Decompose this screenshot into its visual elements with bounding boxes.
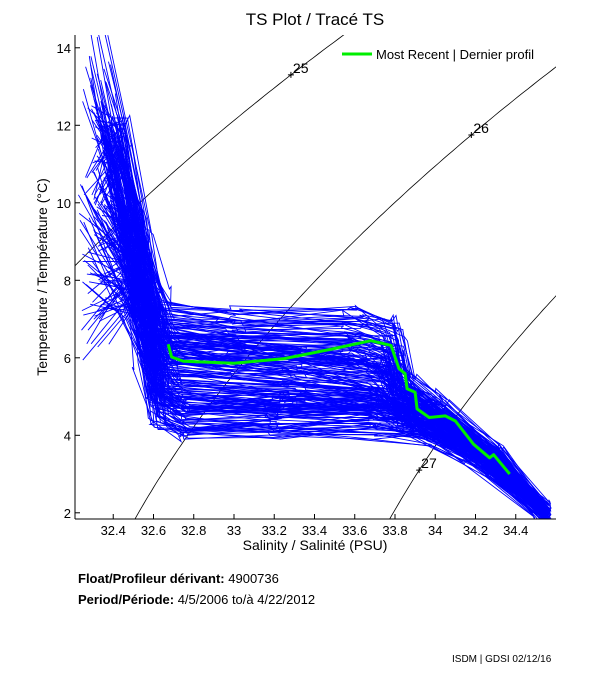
y-tick-label: 4: [64, 428, 71, 443]
x-tick-label: 34.2: [463, 523, 488, 538]
x-ticks: 32.4 32.6 32.8 33 33.2 33.4 33.6 33.8 34 34.2 34.4: [101, 514, 528, 538]
legend-label: Most Recent | Dernier profil: [376, 47, 534, 62]
float-info: Float/Profileur dérivant: 4900736: [78, 571, 279, 586]
most-recent-profile-line: [166, 339, 511, 475]
contour-label: 26: [473, 120, 489, 136]
chart-title: TS Plot / Tracé TS: [246, 10, 385, 29]
profile-line: [85, 133, 550, 517]
y-tick-label: 10: [57, 196, 71, 211]
density-contours: [75, 35, 556, 519]
density-contour-line: [75, 35, 345, 267]
y-tick-label: 2: [64, 506, 71, 521]
profile-line: [94, 300, 541, 515]
profile-line: [107, 35, 547, 509]
profile-line: [96, 36, 549, 509]
contour-label-marker: [468, 131, 475, 138]
density-contour-line: [134, 66, 556, 519]
contour-label-marker: [287, 71, 294, 78]
float-label: Float/Profileur dérivant:: [78, 571, 225, 586]
float-value: 4900736: [228, 571, 279, 586]
x-axis-label: Salinity / Salinité (PSU): [243, 537, 388, 553]
x-tick-label: 32.4: [101, 523, 126, 538]
legend: Most Recent | Dernier profil: [342, 47, 534, 62]
profile-line: [91, 148, 547, 518]
profile-line: [107, 245, 547, 519]
y-ticks: 2 4 6 8 10 12 14: [57, 41, 80, 521]
y-axis-label: Temperature / Température (°C): [34, 178, 50, 376]
y-tick-label: 6: [64, 351, 71, 366]
period-sep: to/à: [231, 592, 254, 607]
x-tick-label: 32.8: [181, 523, 206, 538]
profile-line: [97, 232, 550, 514]
x-tick-label: 33.8: [382, 523, 407, 538]
period-info: Period/Période: 4/5/2006 to/à 4/22/2012: [78, 592, 315, 607]
x-tick-label: 33.6: [342, 523, 367, 538]
period-end: 4/22/2012: [257, 592, 316, 607]
profile-line: [82, 310, 537, 508]
x-tick-label: 34: [428, 523, 442, 538]
period-start: 4/5/2006: [177, 592, 229, 607]
profile-line: [102, 222, 544, 519]
profile-line: [85, 194, 536, 500]
y-tick-label: 8: [64, 273, 71, 288]
x-tick-label: 33: [227, 523, 241, 538]
x-tick-label: 33.2: [262, 523, 287, 538]
contour-label: 25: [293, 60, 309, 76]
profile-line: [101, 236, 550, 516]
contour-labels: 25 26 27: [287, 60, 489, 474]
period-label: Period/Période:: [78, 592, 175, 607]
x-tick-label: 34.4: [503, 523, 528, 538]
contour-label-marker: [416, 467, 423, 474]
profile-line: [101, 303, 535, 508]
contour-label: 27: [421, 455, 437, 471]
profile-line: [102, 140, 550, 519]
profile-line: [103, 255, 539, 496]
profile-line: [93, 229, 536, 510]
most-recent-group: [166, 339, 511, 475]
x-tick-label: 33.4: [302, 523, 327, 538]
y-tick-label: 12: [57, 118, 71, 133]
credit: ISDM | GDSI 02/12/16: [452, 654, 552, 665]
y-tick-label: 14: [57, 41, 71, 56]
x-tick-label: 32.6: [141, 523, 166, 538]
density-contour-line: [389, 295, 556, 519]
profile-line: [112, 134, 545, 519]
